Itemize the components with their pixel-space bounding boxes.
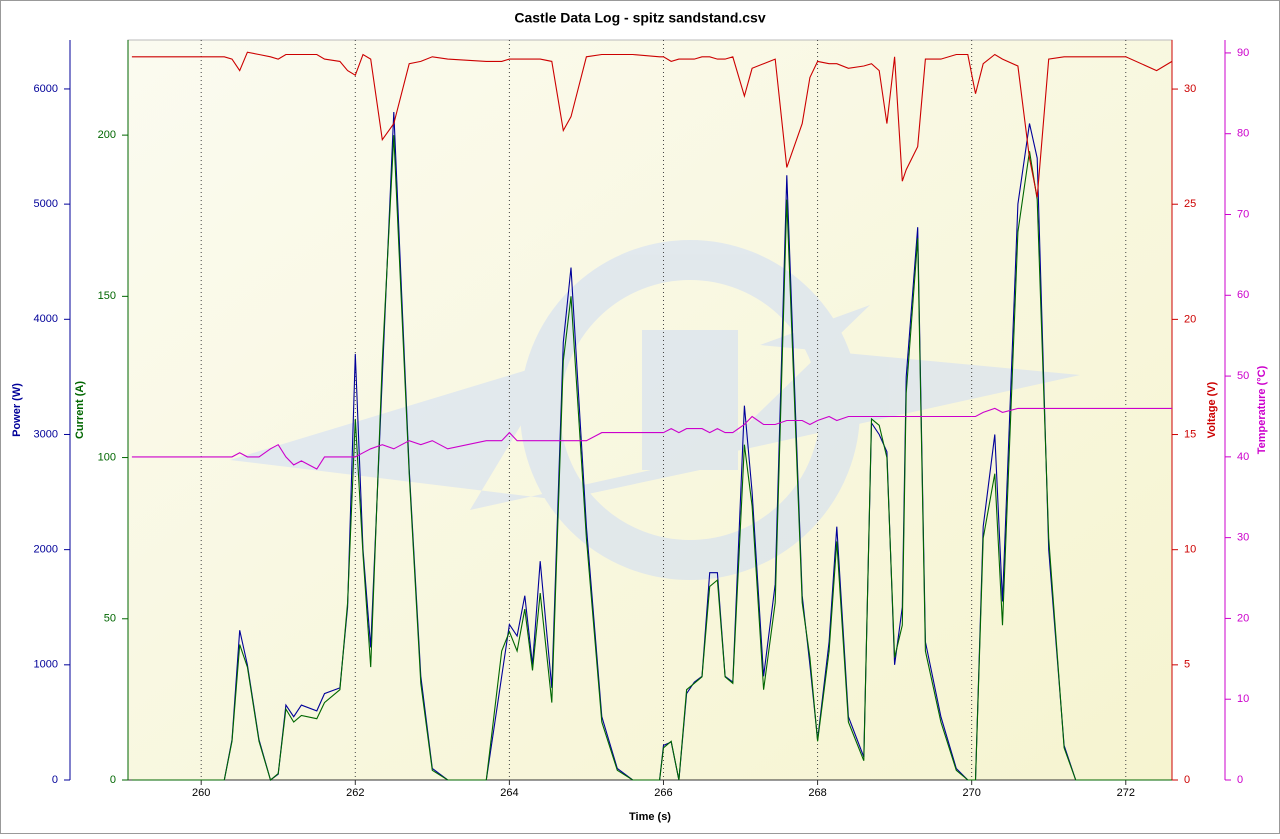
x-tick-label: 264 (500, 787, 518, 799)
y-tick-label: 1000 (34, 659, 58, 671)
y-tick-label: 50 (104, 613, 116, 625)
y-tick-label: 100 (98, 451, 116, 463)
x-tick-label: 272 (1117, 787, 1135, 799)
y-tick-label: 20 (1237, 612, 1249, 624)
y-tick-label: 90 (1237, 47, 1249, 59)
x-tick-label: 270 (962, 787, 980, 799)
y-tick-label: 50 (1237, 370, 1249, 382)
y-tick-label: 20 (1184, 313, 1196, 325)
y-tick-label: 60 (1237, 289, 1249, 301)
y-tick-label: 5 (1184, 659, 1190, 671)
y-tick-label: 10 (1184, 544, 1196, 556)
series-line (131, 407, 1172, 470)
y-tick-label: 30 (1184, 83, 1196, 95)
y-tick-label: 10 (1237, 693, 1249, 705)
series-line (131, 51, 1173, 198)
chart-title: Castle Data Log - spitz sandstand.csv (514, 10, 765, 26)
y-tick-label: 0 (1184, 774, 1190, 786)
y-tick-label: 70 (1237, 208, 1249, 220)
x-axis-label: Time (s) (629, 811, 671, 823)
y-tick-label: 2000 (34, 544, 58, 556)
y-tick-label: 3000 (34, 428, 58, 440)
y-axis-label: Power (W) (11, 383, 23, 437)
y-axis-label: Voltage (V) (1206, 381, 1218, 438)
x-tick-label: 266 (654, 787, 672, 799)
y-tick-label: 15 (1184, 428, 1196, 440)
y-tick-label: 25 (1184, 198, 1196, 210)
y-axis-label: Current (A) (74, 381, 86, 439)
y-tick-label: 0 (1237, 774, 1243, 786)
y-tick-label: 80 (1237, 128, 1249, 140)
y-tick-label: 0 (52, 774, 58, 786)
y-tick-label: 5000 (34, 198, 58, 210)
y-tick-label: 0 (110, 774, 116, 786)
x-tick-label: 268 (808, 787, 826, 799)
y-axis-label: Temperature (°C) (1256, 365, 1268, 454)
y-tick-label: 4000 (34, 313, 58, 325)
y-tick-label: 150 (98, 290, 116, 302)
y-tick-label: 40 (1237, 451, 1249, 463)
y-tick-label: 200 (98, 129, 116, 141)
x-tick-label: 260 (192, 787, 210, 799)
y-tick-label: 30 (1237, 532, 1249, 544)
watermark (230, 240, 1080, 580)
series-line (131, 135, 1172, 781)
y-tick-label: 6000 (34, 83, 58, 95)
x-tick-label: 262 (346, 787, 364, 799)
